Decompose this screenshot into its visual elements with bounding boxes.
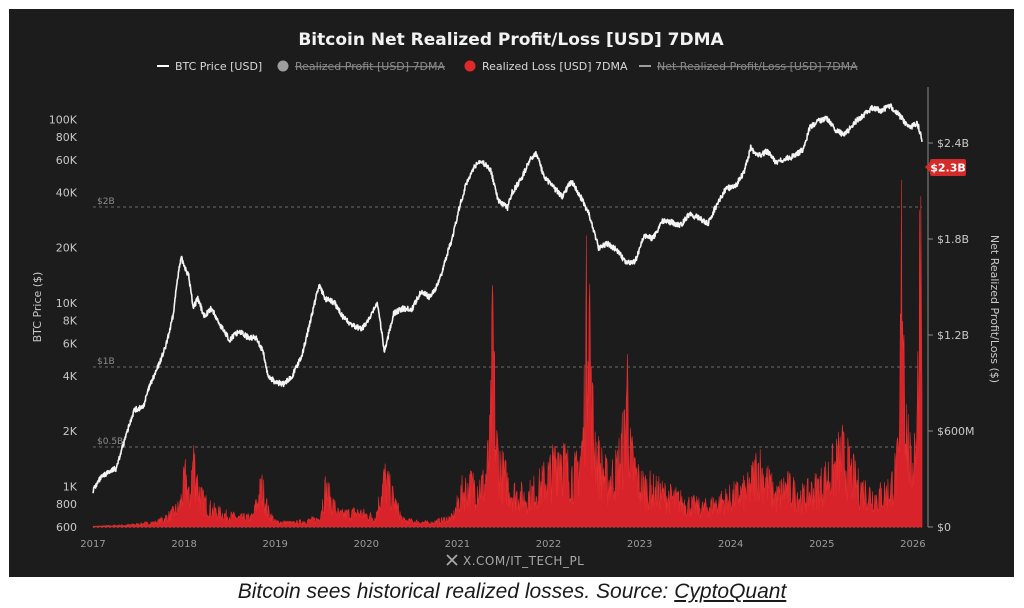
- legend-item[interactable]: Net Realized Profit/Loss [USD] 7DMA: [639, 60, 858, 73]
- left-tick-label: 100K: [49, 113, 78, 126]
- realized-loss-area: [92, 179, 923, 528]
- badge-box: [930, 159, 966, 176]
- reference-line-label: $1B: [97, 357, 115, 367]
- realized-loss-series: [92, 179, 923, 528]
- caption-text: Bitcoin sees historical realized losses.…: [237, 580, 675, 603]
- x-tick-label: 2020: [354, 539, 379, 550]
- legend-swatch: [277, 60, 289, 72]
- watermark: X.COM/IT_TECH_PL: [446, 554, 584, 568]
- left-tick-label: 800: [56, 498, 77, 511]
- x-logo-icon: [446, 554, 458, 566]
- legend[interactable]: BTC Price [USD] Realized Profit [USD] 7DM…: [157, 60, 858, 73]
- right-tick-label: $0: [937, 521, 951, 534]
- current-value-badge: $2.3B: [925, 159, 966, 176]
- x-tick-label: 2025: [809, 539, 834, 550]
- btc-price-line: [92, 103, 923, 494]
- left-tick-label: 6K: [63, 338, 78, 351]
- watermark-text: X.COM/IT_TECH_PL: [463, 554, 584, 568]
- right-axis: $2.4B $1.8B $1.2B $600M $0 Net Realized Profi…: [927, 87, 1001, 534]
- legend-label: Net Realized Profit/Loss [USD] 7DMA: [657, 60, 858, 73]
- x-axis: 2017 2018 2019 2020 2021 2022 2023 2024 2025 2026: [80, 539, 925, 550]
- chart-svg: Bitcoin Net Realized Profit/Loss [USD] 7…: [31, 30, 1001, 568]
- chart-title: Bitcoin Net Realized Profit/Loss [USD] 7…: [298, 30, 724, 50]
- left-axis-title: BTC Price ($): [31, 272, 44, 343]
- badge-label: $2.3B: [930, 162, 966, 175]
- caption-source-link[interactable]: CyptoQuant: [674, 580, 787, 603]
- right-axis-title: Net Realized Profit/Loss ($): [988, 235, 1001, 383]
- legend-item[interactable]: BTC Price [USD]: [157, 60, 262, 73]
- right-tick-label: $2.4B: [937, 137, 969, 150]
- legend-swatch: [464, 60, 476, 72]
- right-tick-label: $1.2B: [937, 329, 969, 342]
- left-tick-label: 10K: [56, 297, 78, 310]
- left-tick-label: 1K: [63, 480, 78, 493]
- x-tick-label: 2019: [262, 539, 287, 550]
- btc-price-series: [92, 103, 923, 494]
- legend-item[interactable]: Realized Profit [USD] 7DMA: [277, 60, 446, 73]
- x-tick-label: 2017: [80, 539, 105, 550]
- x-tick-label: 2021: [445, 539, 470, 550]
- legend-label: Realized Profit [USD] 7DMA: [295, 60, 446, 73]
- left-tick-label: 8K: [63, 315, 78, 328]
- left-tick-label: 4K: [63, 370, 78, 383]
- reference-line-label: $0.5B: [97, 437, 123, 447]
- chart-panel: Bitcoin Net Realized Profit/Loss [USD] 7…: [9, 9, 1014, 577]
- x-tick-label: 2023: [627, 539, 652, 550]
- left-tick-label: 40K: [56, 186, 78, 199]
- left-tick-label: 80K: [56, 131, 78, 144]
- x-tick-label: 2018: [171, 539, 196, 550]
- caption: Bitcoin sees historical realized losses.…: [0, 580, 1024, 604]
- legend-label: Realized Loss [USD] 7DMA: [482, 60, 628, 73]
- x-tick-label: 2026: [900, 539, 925, 550]
- left-tick-label: 600: [56, 521, 77, 534]
- reference-line-label: $2B: [97, 197, 115, 207]
- left-tick-label: 2K: [63, 425, 78, 438]
- legend-item[interactable]: Realized Loss [USD] 7DMA: [464, 60, 628, 73]
- badge-pointer: [925, 161, 931, 173]
- right-tick-label: $1.8B: [937, 233, 969, 246]
- left-axis: 100K 80K 60K 40K 20K 10K 8K 6K 4K 2K 1K 800 600 BTC P…: [31, 113, 78, 534]
- right-tick-label: $600M: [937, 425, 975, 438]
- x-tick-label: 2024: [718, 539, 743, 550]
- x-tick-label: 2022: [536, 539, 561, 550]
- left-tick-label: 60K: [56, 154, 78, 167]
- legend-label: BTC Price [USD]: [175, 60, 262, 73]
- left-tick-label: 20K: [56, 242, 78, 255]
